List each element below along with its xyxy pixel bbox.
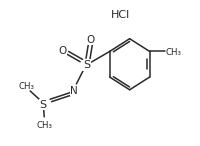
Text: O: O: [86, 35, 94, 45]
Text: O: O: [58, 46, 66, 56]
Text: CH₃: CH₃: [165, 48, 181, 57]
Text: N: N: [70, 86, 78, 96]
Text: HCl: HCl: [110, 10, 130, 20]
Text: S: S: [39, 100, 47, 110]
Text: CH₃: CH₃: [18, 82, 34, 91]
Text: S: S: [82, 60, 90, 70]
Text: CH₃: CH₃: [36, 121, 52, 130]
